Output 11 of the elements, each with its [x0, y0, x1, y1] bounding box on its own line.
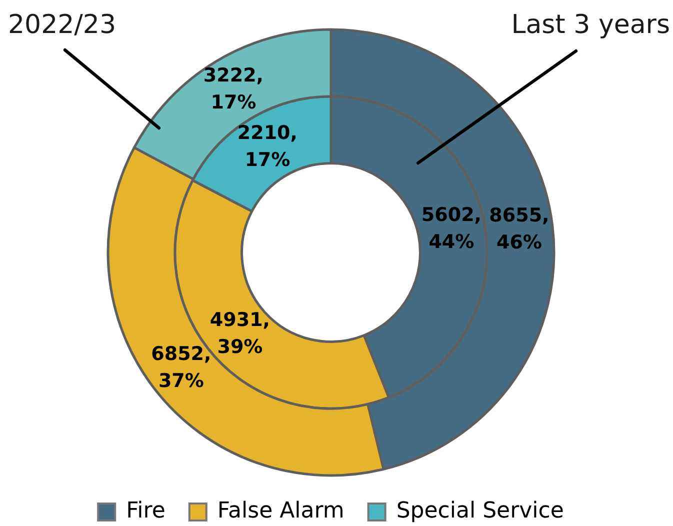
data-label: 2210, 17% — [237, 122, 298, 172]
slice-label: Last 3 years — [511, 10, 670, 40]
data-label: 6852, 37% — [151, 343, 212, 392]
legend-label: False Alarm — [217, 498, 344, 524]
legend-label: Special Service — [396, 498, 564, 524]
slice-label: 2022/23 — [8, 10, 116, 40]
data-label: 4931, 39% — [210, 309, 270, 358]
data-label: 5602, 44% — [421, 204, 482, 253]
data-label: 8655, 46% — [489, 204, 550, 254]
data-label: 3222, 17% — [203, 64, 264, 114]
legend-label: Fire — [126, 498, 166, 524]
